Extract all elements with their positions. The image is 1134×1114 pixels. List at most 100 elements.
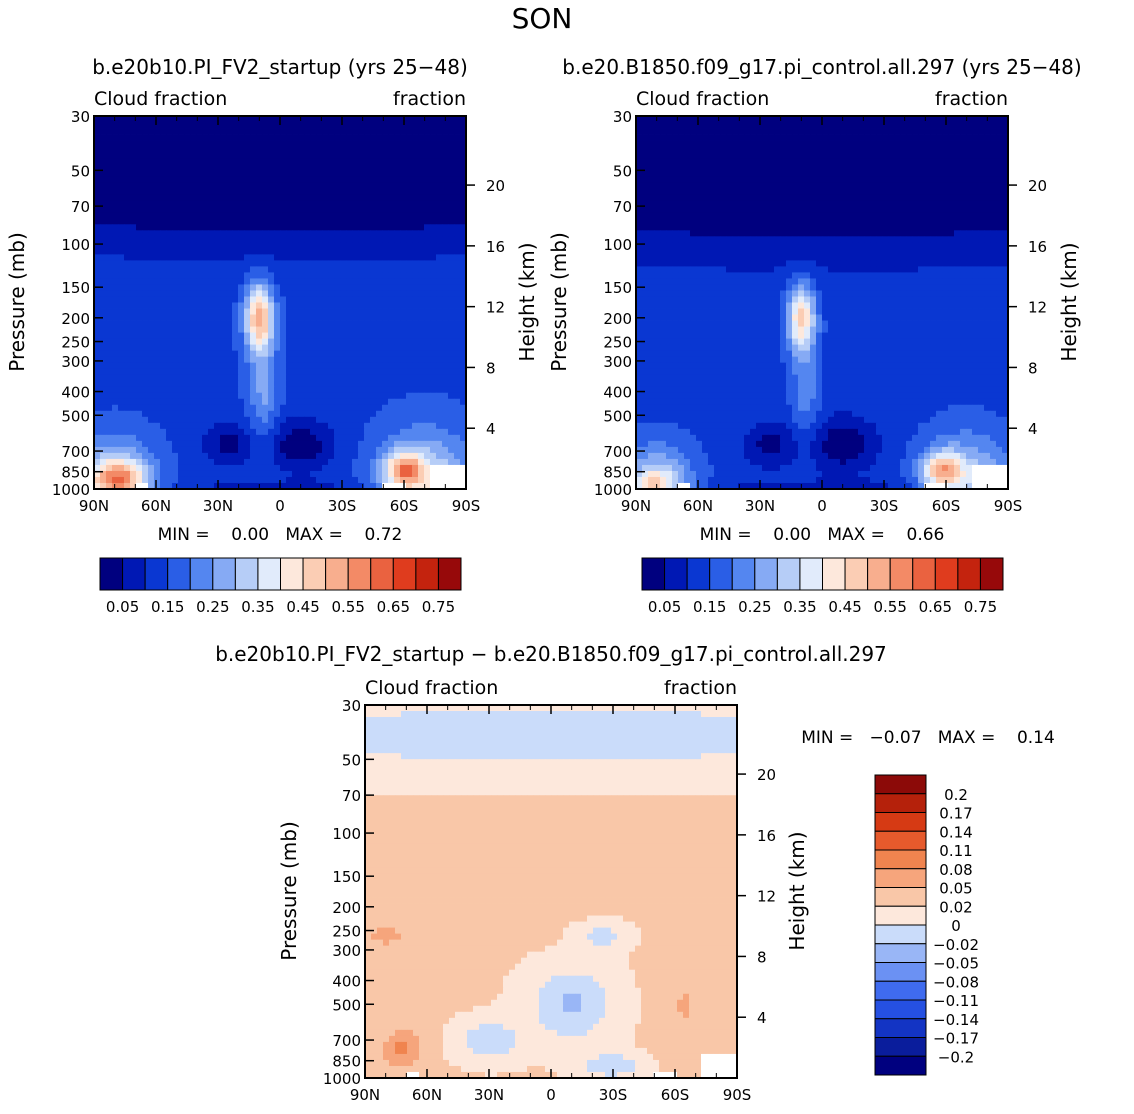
- field-cell: [304, 368, 311, 376]
- field-cell: [382, 350, 389, 358]
- field-cell: [960, 128, 967, 135]
- field-cell: [924, 158, 931, 165]
- field-cell: [238, 356, 245, 364]
- field-cell: [714, 170, 721, 177]
- field-cell: [412, 362, 419, 370]
- field-cell: [268, 452, 275, 460]
- field-cell: [238, 350, 245, 358]
- field-cell: [136, 434, 143, 442]
- field-cell: [268, 380, 275, 388]
- field-cell: [942, 170, 949, 177]
- field-cell: [232, 458, 239, 466]
- field-cell: [846, 182, 853, 189]
- field-cell: [352, 344, 359, 352]
- field-cell: [220, 272, 227, 279]
- field-cell: [448, 134, 455, 141]
- field-cell: [460, 194, 466, 201]
- field-cell: [280, 248, 287, 255]
- field-cell: [148, 266, 155, 273]
- field-cell: [726, 206, 733, 213]
- field-cell: [876, 158, 883, 165]
- field-cell: [226, 410, 233, 418]
- field-cell: [816, 182, 823, 189]
- field-cell: [310, 296, 317, 303]
- field-cell: [400, 344, 407, 352]
- field-cell: [148, 404, 155, 412]
- field-cell: [298, 332, 305, 339]
- field-cell: [232, 404, 239, 412]
- field-cell: [124, 254, 131, 261]
- field-cell: [184, 302, 191, 309]
- field-cell: [762, 170, 769, 177]
- field-cell: [178, 230, 185, 237]
- field-cell: [112, 326, 119, 333]
- field-cell: [238, 284, 245, 291]
- field-cell: [678, 122, 685, 129]
- field-cell: [136, 200, 143, 207]
- field-cell: [184, 158, 191, 165]
- field-cell: [130, 476, 137, 484]
- field-cell: [130, 350, 137, 358]
- field-cell: [256, 308, 263, 315]
- field-cell: [780, 176, 787, 183]
- field-cell: [418, 212, 425, 219]
- field-cell: [966, 140, 973, 147]
- field-cell: [358, 188, 365, 195]
- field-cell: [696, 194, 703, 201]
- field-cell: [328, 128, 335, 135]
- field-cell: [654, 170, 661, 177]
- field-cell: [256, 188, 263, 195]
- field-cell: [454, 146, 461, 153]
- field-cell: [136, 332, 143, 339]
- field-cell: [720, 116, 727, 123]
- field-cell: [214, 482, 221, 489]
- field-cell: [130, 344, 137, 352]
- field-cell: [190, 458, 197, 466]
- field-cell: [774, 152, 781, 159]
- field-cell: [340, 194, 347, 201]
- field-cell: [430, 194, 437, 201]
- field-cell: [94, 242, 101, 249]
- field-cell: [720, 170, 727, 177]
- field-cell: [178, 374, 185, 382]
- field-cell: [454, 428, 461, 436]
- field-cell: [708, 188, 715, 195]
- field-cell: [454, 356, 461, 364]
- field-cell: [226, 236, 233, 243]
- field-cell: [996, 122, 1003, 129]
- field-cell: [382, 218, 389, 225]
- field-cell: [732, 146, 739, 153]
- field-cell: [154, 182, 161, 189]
- field-cell: [262, 368, 269, 376]
- field-cell: [792, 182, 799, 189]
- field-cell: [708, 134, 715, 141]
- field-cell: [370, 272, 377, 279]
- field-cell: [406, 176, 413, 183]
- field-cell: [436, 404, 443, 412]
- field-cell: [220, 278, 227, 285]
- field-cell: [190, 212, 197, 219]
- field-cell: [864, 140, 871, 147]
- field-cell: [214, 338, 221, 346]
- field-cell: [804, 164, 811, 171]
- field-cell: [400, 236, 407, 243]
- field-cell: [196, 374, 203, 382]
- field-cell: [298, 158, 305, 165]
- field-cell: [666, 194, 673, 201]
- field-cell: [942, 134, 949, 141]
- field-cell: [274, 368, 281, 376]
- field-cell: [304, 182, 311, 189]
- field-cell: [274, 434, 281, 442]
- field-cell: [130, 338, 137, 346]
- field-cell: [154, 302, 161, 309]
- field-cell: [334, 182, 341, 189]
- field-cell: [460, 314, 466, 321]
- field-cell: [202, 458, 209, 466]
- field-cell: [238, 422, 245, 430]
- field-cell: [268, 242, 275, 249]
- field-cell: [262, 206, 269, 213]
- field-cell: [298, 482, 305, 489]
- field-cell: [184, 338, 191, 346]
- field-cell: [636, 116, 643, 123]
- field-cell: [930, 194, 937, 201]
